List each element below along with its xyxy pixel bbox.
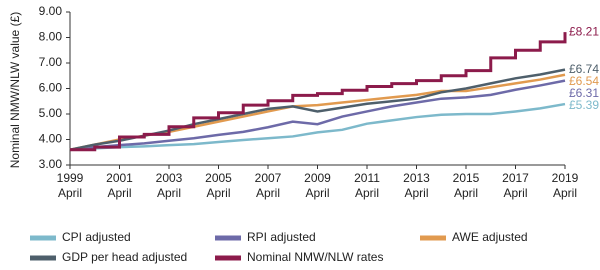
x-tick-label: 2005 xyxy=(205,171,232,185)
legend-label: RPI adjusted xyxy=(247,230,316,244)
y-tick-label: 9.00 xyxy=(39,4,63,18)
x-tick-label: 2019 xyxy=(552,171,579,185)
x-tick-sublabel: April xyxy=(553,186,577,200)
series-line xyxy=(70,32,567,152)
end-label: £8.21 xyxy=(569,24,599,38)
x-tick-label: 2007 xyxy=(255,171,282,185)
legend-label: CPI adjusted xyxy=(62,230,131,244)
y-tick-label: 6.00 xyxy=(39,81,63,95)
legend-label: GDP per head adjusted xyxy=(62,250,187,264)
x-tick-label: 2013 xyxy=(403,171,430,185)
x-tick-sublabel: April xyxy=(58,186,82,200)
x-tick-sublabel: April xyxy=(206,186,230,200)
end-label: £6.54 xyxy=(569,74,599,88)
x-tick-label: 2017 xyxy=(502,171,529,185)
x-tick-label: 2003 xyxy=(156,171,183,185)
x-tick-sublabel: April xyxy=(305,186,329,200)
series-line xyxy=(69,102,566,151)
x-tick-sublabel: April xyxy=(355,186,379,200)
legend-label: AWE adjusted xyxy=(452,230,528,244)
x-tick-label: 2001 xyxy=(106,171,133,185)
end-label: £5.39 xyxy=(569,98,599,112)
x-tick-sublabel: April xyxy=(256,186,280,200)
y-tick-label: 8.00 xyxy=(39,30,63,44)
end-label: £6.74 xyxy=(569,62,599,76)
x-tick-sublabel: April xyxy=(503,186,527,200)
y-axis-label: Nominal NMW/NLW value (£) xyxy=(8,12,22,168)
x-tick-label: 2011 xyxy=(354,171,380,185)
x-tick-sublabel: April xyxy=(404,186,428,200)
series-line xyxy=(69,79,566,151)
x-tick-sublabel: April xyxy=(107,186,131,200)
x-tick-label: 2009 xyxy=(304,171,331,185)
legend-label: Nominal NMW/NLW rates xyxy=(247,250,383,264)
x-tick-label: 1999 xyxy=(57,171,84,185)
x-tick-sublabel: April xyxy=(454,186,478,200)
y-tick-label: 7.00 xyxy=(39,55,63,69)
y-tick-label: 3.00 xyxy=(39,157,63,171)
x-tick-sublabel: April xyxy=(157,186,181,200)
end-label: £6.31 xyxy=(569,86,599,100)
y-tick-label: 5.00 xyxy=(39,106,63,120)
y-tick-label: 4.00 xyxy=(39,132,63,146)
x-tick-label: 2015 xyxy=(453,171,480,185)
